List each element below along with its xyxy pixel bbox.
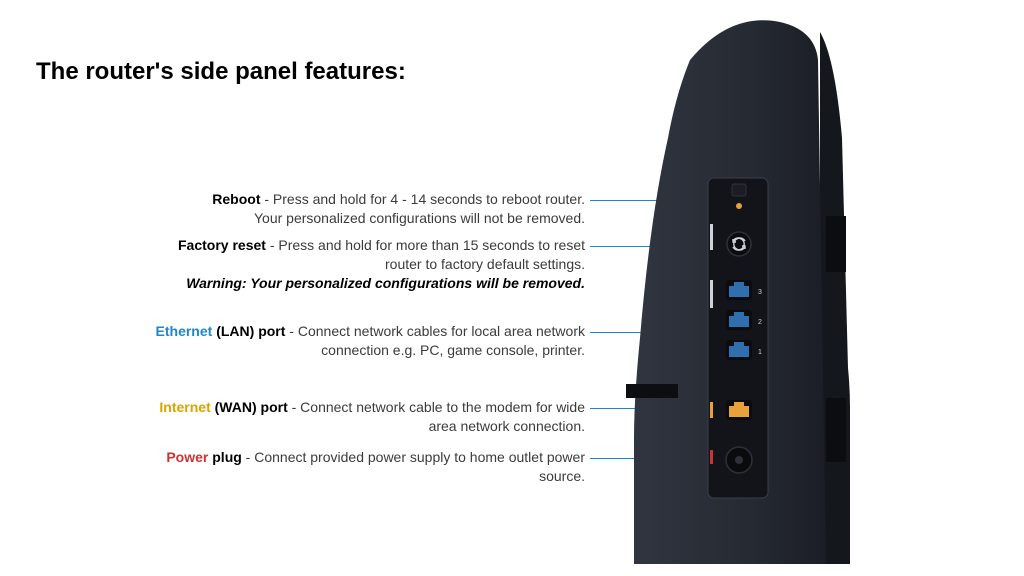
- ethernet-bold2: (LAN) port: [212, 323, 285, 339]
- side-label-3: [710, 402, 713, 418]
- internet-bold2: (WAN) port: [211, 399, 288, 415]
- lan-num-2: 2: [758, 319, 762, 326]
- side-label-1: [710, 224, 713, 250]
- ethernet-rest: - Connect network cables for local area …: [285, 323, 585, 358]
- router-notch: [626, 384, 678, 398]
- internet-lead: Internet: [159, 399, 210, 415]
- reboot-rest: - Press and hold for 4 - 14 seconds to r…: [260, 191, 585, 207]
- router-illustration: 3 2 1: [620, 18, 880, 566]
- reboot-lead: Reboot: [212, 191, 260, 207]
- router-svg: 3 2 1: [620, 18, 880, 566]
- factory-lead: Factory reset: [178, 237, 266, 253]
- side-label-2: [710, 280, 713, 308]
- callout-reboot: Reboot - Press and hold for 4 - 14 secon…: [145, 190, 585, 228]
- side-label-4: [710, 450, 713, 464]
- factory-rest: - Press and hold for more than 15 second…: [266, 237, 585, 272]
- reset-label-plate: [732, 184, 746, 196]
- reset-pinhole: [736, 203, 742, 209]
- lan-port-3: [726, 280, 752, 300]
- power-lead: Power: [166, 449, 208, 465]
- lan-port-2: [726, 310, 752, 330]
- factory-warn: Warning: Your personalized configuration…: [186, 275, 585, 291]
- page-title: The router's side panel features:: [36, 58, 406, 86]
- callout-ethernet: Ethernet (LAN) port - Connect network ca…: [145, 322, 585, 360]
- power-rest: - Connect provided power supply to home …: [242, 449, 585, 484]
- slot-lower: [826, 398, 846, 462]
- page: The router's side panel features: Reboot…: [0, 0, 1024, 576]
- wan-port: [726, 400, 752, 420]
- lan-num-3: 3: [758, 289, 762, 296]
- power-bold2: plug: [208, 449, 241, 465]
- callout-internet: Internet (WAN) port - Connect network ca…: [145, 398, 585, 436]
- power-jack: [726, 447, 752, 473]
- lan-port-1: [726, 340, 752, 360]
- lan-ports: [726, 280, 752, 360]
- ethernet-lead: Ethernet: [156, 323, 213, 339]
- slot-upper: [826, 216, 846, 272]
- reboot-button: [727, 232, 751, 256]
- lan-num-1: 1: [758, 349, 762, 356]
- reboot-line2: Your personalized configurations will no…: [254, 210, 585, 226]
- callout-power: Power plug - Connect provided power supp…: [145, 448, 585, 486]
- callout-factory: Factory reset - Press and hold for more …: [145, 236, 585, 293]
- internet-rest: - Connect network cable to the modem for…: [288, 399, 585, 434]
